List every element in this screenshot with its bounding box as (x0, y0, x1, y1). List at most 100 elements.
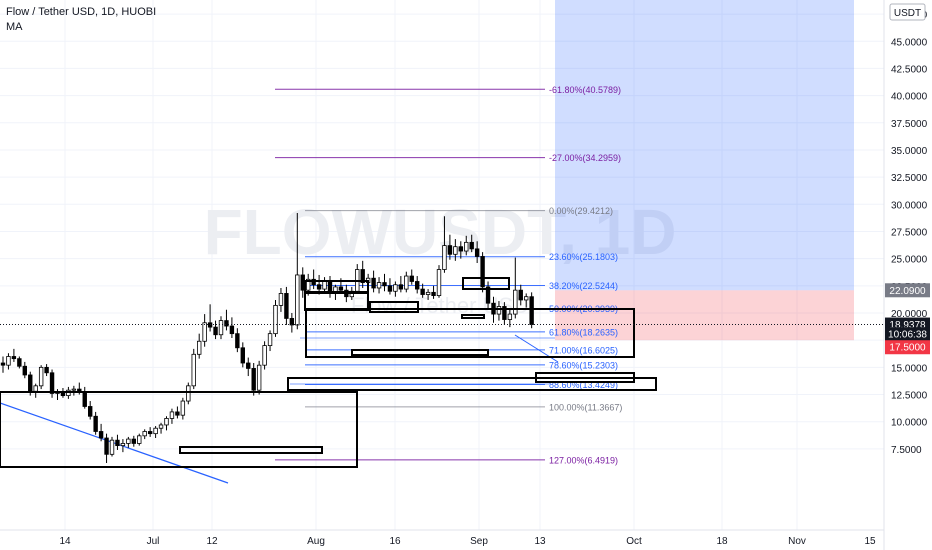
price-badge-label: 17.5000 (889, 343, 926, 354)
candle-down (98, 431, 104, 439)
price-badge-label: 18.9378 (889, 320, 926, 331)
candle-up (126, 438, 131, 444)
candle-down (469, 241, 474, 250)
candle-up (137, 435, 142, 444)
candle-up (393, 284, 398, 292)
candle-up (464, 241, 469, 252)
fib-level-label: 23.60%(25.1803) (549, 252, 618, 262)
zone-box-11[interactable] (179, 446, 323, 454)
price-tick-label: 27.5000 (891, 227, 928, 238)
zone-box-8[interactable] (287, 377, 657, 391)
zone-box-5[interactable] (461, 314, 485, 319)
zone-box-9[interactable] (535, 372, 635, 383)
price-tick-label: 30.0000 (891, 200, 928, 211)
zone-box-3[interactable] (369, 301, 419, 313)
candle-down (88, 406, 93, 417)
price-tick-label: 20.0000 (891, 309, 928, 320)
time-tick-label: Nov (788, 536, 806, 547)
long-position-stop-zone[interactable] (555, 290, 854, 341)
candle-down (49, 372, 55, 394)
candle-up (71, 388, 77, 391)
candle-up (158, 424, 164, 429)
candle-up (164, 418, 169, 426)
fib-level-label: 127.00%(6.4919) (549, 455, 618, 465)
candle-down (316, 284, 322, 290)
price-badge-label: 10:06:38 (888, 330, 927, 341)
price-badge-label: 22.0900 (889, 286, 926, 297)
price-tick-label: 45.0000 (891, 37, 928, 48)
candle-down (11, 356, 17, 360)
candle-up (442, 245, 447, 270)
price-badge (885, 283, 930, 298)
candle-up (169, 411, 175, 419)
zone-box-10[interactable] (0, 391, 358, 468)
candle-down (518, 289, 523, 301)
fib-level-label: 78.60%(15.2303) (549, 360, 618, 370)
candle-down (22, 365, 27, 376)
time-tick-label: Sep (470, 536, 488, 547)
candle-up (6, 356, 11, 366)
candle-up (120, 443, 126, 447)
candle-down (529, 296, 534, 325)
candle-down (240, 347, 245, 364)
candle-up (295, 274, 300, 326)
price-tick-label: 32.5000 (891, 173, 928, 184)
time-tick-label: 18 (716, 536, 728, 547)
candle-down (480, 256, 485, 288)
time-tick-label: 15 (864, 536, 876, 547)
time-tick-label: Jul (147, 536, 160, 547)
candle-up (273, 304, 278, 335)
candle-up (186, 385, 191, 402)
zone-box-6[interactable] (305, 308, 635, 358)
candle-down (115, 439, 120, 447)
zone-box-7[interactable] (351, 349, 489, 356)
fib-level-label: 0.00%(29.4212) (549, 206, 613, 216)
zone-box-4[interactable] (462, 277, 510, 290)
candle-down (387, 285, 393, 292)
candle-down (28, 374, 33, 392)
currency-badge[interactable]: USDT (894, 8, 921, 19)
price-badge (885, 340, 930, 355)
time-axis[interactable]: 14 Jul 12 Aug 16 Sep 13 Oct 18 Nov 15 (59, 536, 876, 547)
symbol-title[interactable]: Flow / Tether USD, 1D, HUOBI (6, 6, 156, 18)
fib-level-label: 38.20%(22.5244) (549, 281, 618, 291)
candle-down (289, 318, 295, 326)
currency-badge-box[interactable] (889, 3, 926, 21)
candle-down (382, 282, 387, 287)
drawn-zones[interactable] (0, 277, 657, 468)
candle-down (131, 438, 136, 444)
fibonacci-extension[interactable]: -127.20%(52.3866)-61.80%(40.5789)-27.00%… (275, 0, 626, 465)
fib-level-label: -61.80%(40.5789) (549, 85, 621, 95)
candle-up (305, 278, 311, 291)
time-tick-label: 14 (59, 536, 71, 547)
price-tick-label: 25.0000 (891, 255, 928, 266)
price-tick-label: 42.5000 (891, 64, 928, 75)
candle-down (409, 275, 414, 282)
fib-level-label: 61.80%(18.2635) (549, 327, 618, 337)
candle-up (453, 246, 458, 255)
candle-up (38, 366, 44, 387)
candle-up (376, 282, 382, 289)
candle-down (235, 333, 240, 349)
price-axis[interactable]: 50.000047.500045.000042.500040.000037.50… (891, 0, 928, 456)
candle-down (284, 293, 289, 319)
long-position-target-zone[interactable] (555, 0, 854, 291)
candle-down (398, 284, 404, 290)
candle-down (431, 291, 436, 297)
candle-down (175, 411, 180, 416)
indicator-ma-label[interactable]: MA (6, 21, 23, 33)
price-badge (885, 327, 930, 342)
candle-down (246, 362, 251, 369)
candle-up (278, 293, 284, 306)
candle-down (44, 366, 49, 374)
horizontal-grid (0, 13, 884, 450)
candle-down (447, 245, 453, 255)
candle-down (502, 306, 507, 320)
time-tick-label: Oct (626, 536, 642, 547)
candle-up (256, 364, 262, 391)
candle-up (109, 439, 115, 455)
candle-down (251, 368, 256, 391)
time-tick-label: 12 (206, 536, 218, 547)
